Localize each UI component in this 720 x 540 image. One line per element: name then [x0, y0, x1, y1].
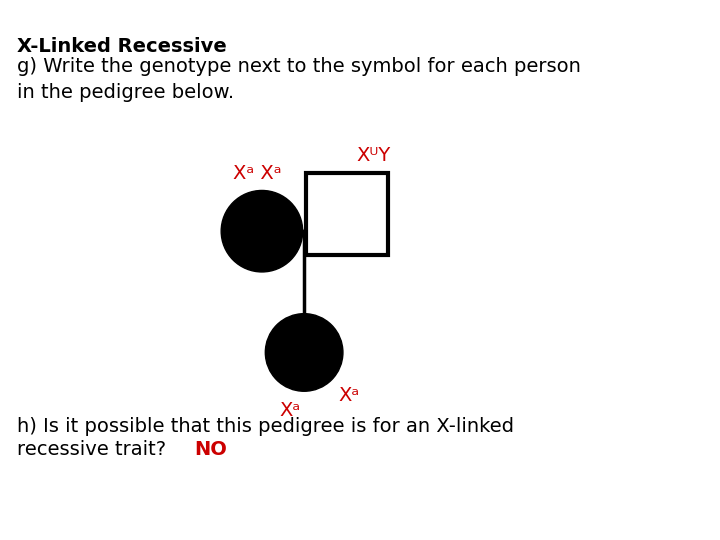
- Text: X-Linked Recessive: X-Linked Recessive: [17, 37, 228, 56]
- Ellipse shape: [221, 191, 302, 272]
- Text: XᵁY: XᵁY: [357, 146, 391, 165]
- Text: g) Write the genotype next to the symbol for each person
in the pedigree below.: g) Write the genotype next to the symbol…: [17, 57, 581, 102]
- Text: Xᵃ Xᵃ: Xᵃ Xᵃ: [233, 164, 282, 183]
- Text: recessive trait?: recessive trait?: [17, 440, 179, 459]
- Text: NO: NO: [194, 440, 227, 459]
- Bar: [305, 173, 388, 255]
- Ellipse shape: [265, 314, 343, 391]
- Text: h) Is it possible that this pedigree is for an X-linked: h) Is it possible that this pedigree is …: [17, 417, 515, 436]
- Text: Xᵃ: Xᵃ: [279, 401, 300, 420]
- Text: Xᵃ: Xᵃ: [338, 387, 359, 406]
